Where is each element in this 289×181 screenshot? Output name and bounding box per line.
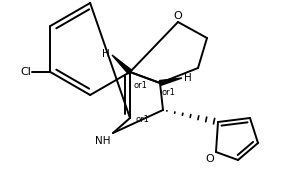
- Text: or1: or1: [133, 81, 147, 90]
- Text: H: H: [102, 49, 110, 59]
- Text: H: H: [184, 73, 192, 83]
- Text: or1: or1: [162, 88, 176, 97]
- Text: or1: or1: [135, 115, 149, 124]
- Polygon shape: [112, 55, 132, 74]
- Text: O: O: [205, 154, 214, 164]
- Text: Cl: Cl: [21, 67, 31, 77]
- Text: O: O: [174, 11, 182, 21]
- Polygon shape: [160, 78, 182, 85]
- Text: NH: NH: [95, 136, 110, 146]
